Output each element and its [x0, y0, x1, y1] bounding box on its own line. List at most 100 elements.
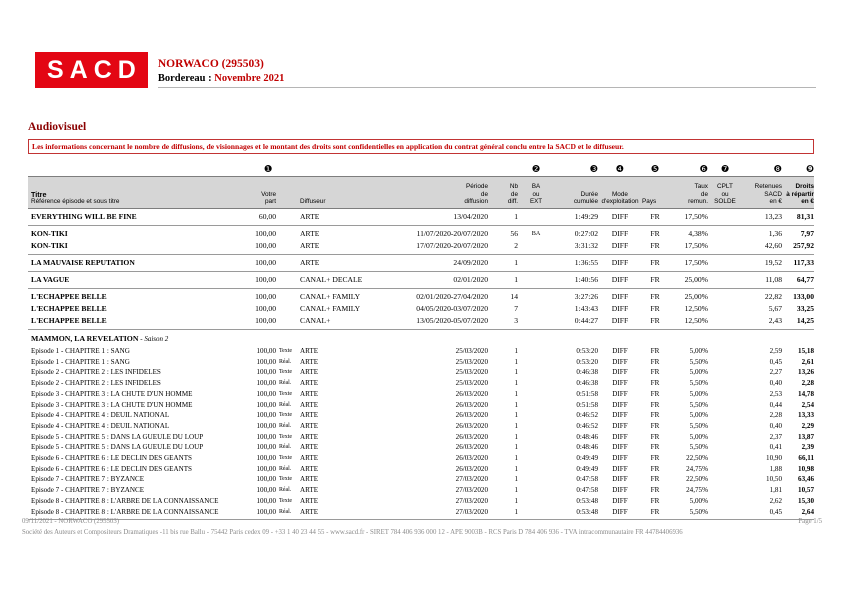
- cell-pays: FR: [650, 486, 660, 495]
- cell-periode: 26/03/2020: [455, 443, 488, 452]
- badge-mode: ❹: [615, 164, 625, 175]
- cell-pays: FR: [650, 292, 660, 301]
- cell-periode: 26/03/2020: [455, 421, 488, 430]
- table-row: Episode 4 - CHAPITRE 4 : DEUIL NATIONAL 1…: [28, 421, 814, 432]
- cell-titre: Episode 1 - CHAPITRE 1 : SANG: [31, 347, 130, 355]
- col-header-titre-line2: Référence épisode et sous titre: [31, 198, 120, 206]
- cell-droits: 13,26: [798, 368, 814, 377]
- cell-duree: 0:46:52: [576, 421, 598, 430]
- cell-part: 100,00: [256, 389, 276, 398]
- cell-role: Réal.: [279, 380, 292, 387]
- table-row: L'ECHAPPEE BELLE 100,00 CANAL+ FAMILY 04/05…: [28, 303, 814, 315]
- cell-cplt: [708, 464, 742, 475]
- cell-part: 100,00: [256, 379, 276, 388]
- cell-cplt: [708, 378, 742, 389]
- cell-diffuseur: ARTE: [300, 443, 319, 452]
- table-row: Episode 8 - CHAPITRE 8 : L'ARBRE DE LA C…: [28, 507, 814, 518]
- cell-titre: Episode 4 - CHAPITRE 4 : DEUIL NATIONAL: [31, 411, 170, 420]
- sacd-logo-text: SACD: [47, 56, 142, 84]
- cell-nb: 1: [514, 258, 518, 267]
- cell-pays: FR: [650, 507, 660, 516]
- cell-droits: 63,46: [798, 475, 814, 484]
- cell-duree: 0:48:46: [576, 443, 598, 452]
- badge-duree: ❸: [589, 164, 598, 175]
- cell-role: [276, 257, 298, 269]
- cell-duree: 0:53:20: [576, 357, 598, 366]
- badge-ba: ❷: [531, 164, 541, 175]
- cell-taux: 4,38%: [688, 229, 708, 238]
- cell-ba: [518, 474, 554, 485]
- cell-cplt: [708, 240, 742, 252]
- cell-diffuseur: CANAL+ FAMILY: [300, 292, 361, 301]
- cell-taux: 12,50%: [684, 304, 708, 313]
- table-row: Episode 3 - CHAPITRE 3 : LA CHUTE D'UN H…: [28, 389, 814, 400]
- cell-ba: [518, 464, 554, 475]
- table-header-row: Titre Référence épisode et sous titre Votr…: [28, 176, 814, 209]
- table-row: Episode 8 - CHAPITRE 8 : L'ARBRE DE LA C…: [28, 496, 814, 507]
- cell-diffuseur: ARTE: [300, 411, 319, 420]
- table-row: Episode 7 - CHAPITRE 7 : BYZANCE 100,00 Ré…: [28, 485, 814, 496]
- cell-part: 100,00: [256, 443, 276, 452]
- cell-pays: FR: [650, 400, 660, 409]
- cell-periode: 04/05/2020-03/07/2020: [416, 304, 488, 313]
- badge-droits: ❾: [805, 164, 814, 175]
- bordereau-value: Novembre 2021: [214, 73, 285, 84]
- cell-mode: DIFF: [612, 347, 628, 355]
- cell-periode: 27/03/2020: [455, 475, 488, 484]
- cell-ba: [518, 357, 554, 368]
- cell-titre: L'ECHAPPEE BELLE: [31, 304, 107, 313]
- col-header-cplt: CPLT ou SOLDE: [714, 183, 736, 206]
- cell-titre: L'ECHAPPEE BELLE: [31, 316, 107, 325]
- table-row: Episode 3 - CHAPITRE 3 : LA CHUTE D'UN H…: [28, 400, 814, 411]
- series-title: MAMMON, LA REVELATION - Saison 2: [28, 332, 814, 346]
- cell-taux: 22,50%: [686, 454, 708, 463]
- cell-cplt: [708, 507, 742, 518]
- cell-mode: DIFF: [612, 454, 628, 463]
- cell-taux: 5,50%: [689, 443, 708, 452]
- cell-droits: 2,54: [801, 400, 814, 409]
- title-group: EVERYTHING WILL BE FINE 60,00 ARTE 13/04/20…: [28, 209, 814, 226]
- cell-titre: Episode 5 - CHAPITRE 5 : DANS LA GUEULE …: [31, 432, 204, 441]
- cell-part: 100,00: [255, 316, 276, 325]
- badge-row: ❶ ❷ ❸ ❹ ❺ ❻ ❼ ❽ ❾: [28, 162, 814, 175]
- cell-periode: 25/03/2020: [455, 347, 488, 355]
- cell-droits: 14,78: [798, 389, 814, 398]
- cell-ba: [518, 257, 554, 269]
- cell-role: Réal.: [279, 358, 292, 365]
- bordereau-line: Bordereau : Novembre 2021: [158, 73, 816, 84]
- cell-taux: 17,50%: [684, 241, 708, 250]
- cell-duree: 0:48:46: [576, 432, 598, 441]
- cell-periode: 26/03/2020: [455, 389, 488, 398]
- cell-nb: 1: [514, 507, 518, 516]
- table-row: Episode 5 - CHAPITRE 5 : DANS LA GUEULE …: [28, 432, 814, 443]
- cell-periode: 25/03/2020: [455, 379, 488, 388]
- cell-retenues: 19,52: [764, 258, 782, 267]
- cell-diffuseur: ARTE: [300, 347, 319, 355]
- cell-ba: [518, 410, 554, 421]
- cell-cplt: [708, 474, 742, 485]
- cell-ba: [518, 485, 554, 496]
- cell-cplt: [708, 357, 742, 368]
- title-group: KON-TIKI 100,00 ARTE 11/07/2020-20/07/2020 5…: [28, 226, 814, 255]
- cell-ba: [518, 346, 554, 357]
- cell-nb: 1: [514, 443, 518, 452]
- cell-part: 100,00: [256, 496, 276, 505]
- cell-titre: Episode 6 - CHAPITRE 6 : LE DECLIN DES G…: [31, 464, 192, 473]
- cell-droits: 15,18: [798, 347, 814, 355]
- cell-retenues: 0,40: [769, 379, 782, 388]
- cell-retenues: 0,40: [769, 421, 782, 430]
- cell-diffuseur: ARTE: [300, 368, 319, 377]
- cell-mode: DIFF: [612, 368, 628, 377]
- footer-line-1: 09/11/2021 - NORWACO (295503) Page 1/5: [22, 518, 822, 527]
- cell-mode: DIFF: [612, 421, 628, 430]
- cell-ba: [518, 389, 554, 400]
- cell-ba: [518, 421, 554, 432]
- cell-retenues: 2,28: [769, 411, 782, 420]
- cell-diffuseur: ARTE: [300, 507, 319, 516]
- col-header-part: Votre part: [261, 190, 276, 206]
- cell-retenues: 1,88: [769, 464, 782, 473]
- cell-ba: [518, 400, 554, 411]
- cell-droits: 2,28: [801, 379, 814, 388]
- cell-cplt: [708, 400, 742, 411]
- col-header-periode: Période de diffusion: [464, 183, 488, 206]
